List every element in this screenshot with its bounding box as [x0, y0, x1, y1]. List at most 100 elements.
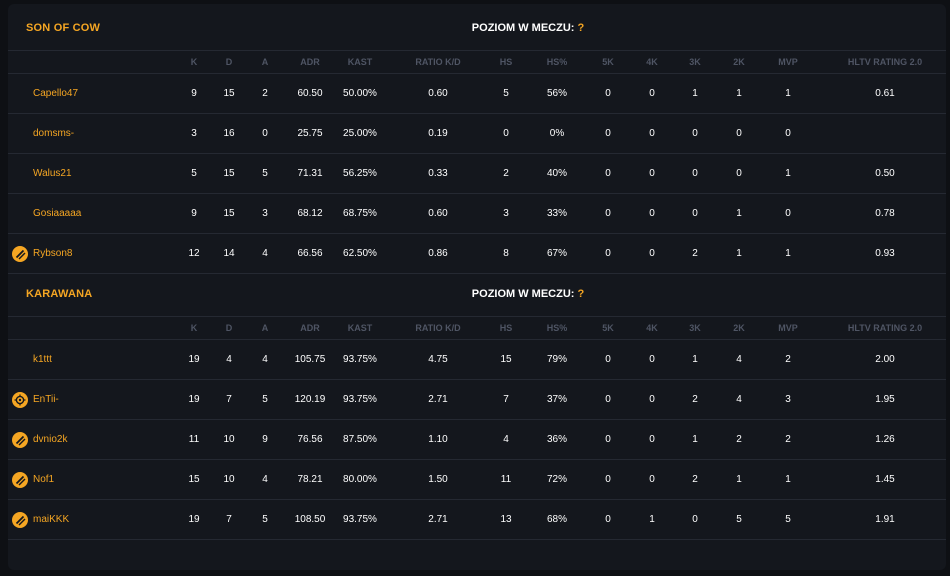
- match-level-value[interactable]: ?: [577, 22, 585, 34]
- team-section: KARAWANA POZIOM W MECZU:? K D A ADR KAST RATIO …: [8, 270, 946, 540]
- stat-kast: 68.75%: [343, 208, 377, 219]
- stat-2k: 4: [736, 354, 742, 365]
- team-name[interactable]: SON OF COW: [26, 22, 101, 34]
- column-header-kills[interactable]: K: [190, 57, 198, 67]
- stat-headshots: 4: [503, 434, 509, 445]
- slash-badge-icon: [12, 471, 28, 488]
- stat-adr: 60.50: [297, 88, 323, 99]
- stat-deaths: 10: [223, 434, 235, 445]
- player-name-link[interactable]: domsms-: [33, 128, 75, 139]
- stat-4k: 0: [649, 128, 655, 139]
- stat-kd-ratio: 2.71: [428, 394, 448, 405]
- stat-assists: 4: [262, 354, 268, 365]
- stat-5k: 0: [605, 474, 611, 485]
- player-name-link[interactable]: Capello47: [33, 88, 79, 99]
- stat-2k: 4: [736, 394, 742, 405]
- column-header-kast[interactable]: KAST: [347, 57, 373, 67]
- stat-headshots: 5: [503, 88, 509, 99]
- column-header-2k[interactable]: 2K: [733, 323, 745, 333]
- column-header-5k[interactable]: 5K: [602, 57, 614, 67]
- stat-5k: 0: [605, 88, 611, 99]
- column-header-mvp[interactable]: MVP: [778, 57, 798, 67]
- player-name-link[interactable]: Walus21: [33, 168, 72, 179]
- player-name-link[interactable]: dvnio2k: [33, 434, 68, 445]
- column-header-2k[interactable]: 2K: [733, 57, 745, 67]
- stat-assists: 2: [262, 88, 268, 99]
- stat-headshots: 15: [500, 354, 512, 365]
- stat-kast: 62.50%: [343, 248, 377, 259]
- column-header-headshots[interactable]: HS: [499, 323, 513, 333]
- stat-adr: 25.75: [297, 128, 323, 139]
- stat-kills: 12: [188, 248, 200, 259]
- column-header-3k[interactable]: 3K: [689, 323, 701, 333]
- column-header-kast[interactable]: KAST: [347, 323, 373, 333]
- stat-assists: 5: [262, 168, 268, 179]
- stat-kills: 11: [188, 434, 200, 445]
- stat-5k: 0: [605, 168, 611, 179]
- column-header-deaths[interactable]: D: [225, 323, 233, 333]
- column-header-deaths[interactable]: D: [225, 57, 233, 67]
- stat-deaths: 4: [226, 354, 232, 365]
- match-level-value[interactable]: ?: [577, 288, 585, 300]
- column-header-headshots[interactable]: HS: [499, 57, 513, 67]
- column-header-adr[interactable]: ADR: [300, 57, 320, 67]
- player-name-link[interactable]: Gosiaaaaa: [33, 208, 82, 219]
- stat-3k: 0: [692, 128, 698, 139]
- stat-4k: 0: [649, 354, 655, 365]
- stat-hs-percent: 40%: [546, 168, 567, 179]
- stat-kast: 80.00%: [343, 474, 377, 485]
- player-row: dvnio2k 11 10 9 76.56 87.50% 1.10 4 36% 0 0 1 2 2 1.26: [8, 419, 946, 459]
- column-header-hs-percent[interactable]: HS%: [546, 323, 568, 333]
- stat-kd-ratio: 0.19: [428, 128, 448, 139]
- match-level-label: POZIOM W MECZU:: [471, 22, 575, 34]
- team-header: KARAWANA POZIOM W MECZU:?: [8, 270, 946, 316]
- stat-adr: 108.50: [294, 514, 326, 525]
- stat-kd-ratio: 4.75: [428, 354, 448, 365]
- stat-hltv-rating: 0.61: [875, 88, 895, 99]
- column-header-hltv-rating[interactable]: HLTV RATING 2.0: [847, 57, 923, 67]
- column-header-assists[interactable]: A: [261, 323, 269, 333]
- stat-mvp: 1: [785, 88, 791, 99]
- column-header-4k[interactable]: 4K: [646, 57, 658, 67]
- stat-2k: 5: [736, 514, 742, 525]
- column-header-adr[interactable]: ADR: [300, 323, 320, 333]
- column-header-assists[interactable]: A: [261, 57, 269, 67]
- column-header-hs-percent[interactable]: HS%: [546, 57, 568, 67]
- player-cell: EnTii-: [12, 380, 59, 419]
- player-name-link[interactable]: maiKKK: [33, 514, 70, 525]
- player-name-link[interactable]: k1ttt: [33, 354, 52, 365]
- player-name-link[interactable]: EnTii-: [33, 394, 59, 405]
- stat-assists: 9: [262, 434, 268, 445]
- stat-mvp: 1: [785, 474, 791, 485]
- column-header-3k[interactable]: 3K: [689, 57, 701, 67]
- stat-headshots: 7: [503, 394, 509, 405]
- column-header-kills[interactable]: K: [190, 323, 198, 333]
- column-header-kd-ratio[interactable]: RATIO K/D: [415, 323, 461, 333]
- stat-adr: 78.21: [297, 474, 323, 485]
- column-header-5k[interactable]: 5K: [602, 323, 614, 333]
- stat-3k: 0: [692, 168, 698, 179]
- stat-deaths: 15: [223, 168, 235, 179]
- stat-4k: 0: [649, 394, 655, 405]
- match-level: POZIOM W MECZU:?: [428, 288, 628, 300]
- stat-kd-ratio: 2.71: [428, 514, 448, 525]
- stat-deaths: 7: [226, 514, 232, 525]
- player-row: Walus21 5 15 5 71.31 56.25% 0.33 2 40% 0 0 0 0 1 0.50: [8, 153, 946, 193]
- player-name-link[interactable]: Nof1: [33, 474, 55, 485]
- stat-mvp: 1: [785, 248, 791, 259]
- column-header-hltv-rating[interactable]: HLTV RATING 2.0: [847, 323, 923, 333]
- stat-adr: 120.19: [294, 394, 326, 405]
- team-section: SON OF COW POZIOM W MECZU:? K D A ADR KAST RATI…: [8, 4, 946, 274]
- player-name-link[interactable]: Rybson8: [33, 248, 73, 259]
- stat-hs-percent: 56%: [546, 88, 567, 99]
- team-name[interactable]: KARAWANA: [26, 288, 93, 300]
- stat-2k: 1: [736, 208, 742, 219]
- player-row: Nof1 15 10 4 78.21 80.00% 1.50 11 72% 0 0 2 1 1 1.45: [8, 459, 946, 499]
- stat-kills: 3: [191, 128, 197, 139]
- player-row: Capello47 9 15 2 60.50 50.00% 0.60 5 56% 0 0 1 1 1 0.6…: [8, 73, 946, 113]
- column-header-kd-ratio[interactable]: RATIO K/D: [415, 57, 461, 67]
- stat-hltv-rating: 0.50: [875, 168, 895, 179]
- column-header-4k[interactable]: 4K: [646, 323, 658, 333]
- column-header-mvp[interactable]: MVP: [778, 323, 798, 333]
- stat-5k: 0: [605, 514, 611, 525]
